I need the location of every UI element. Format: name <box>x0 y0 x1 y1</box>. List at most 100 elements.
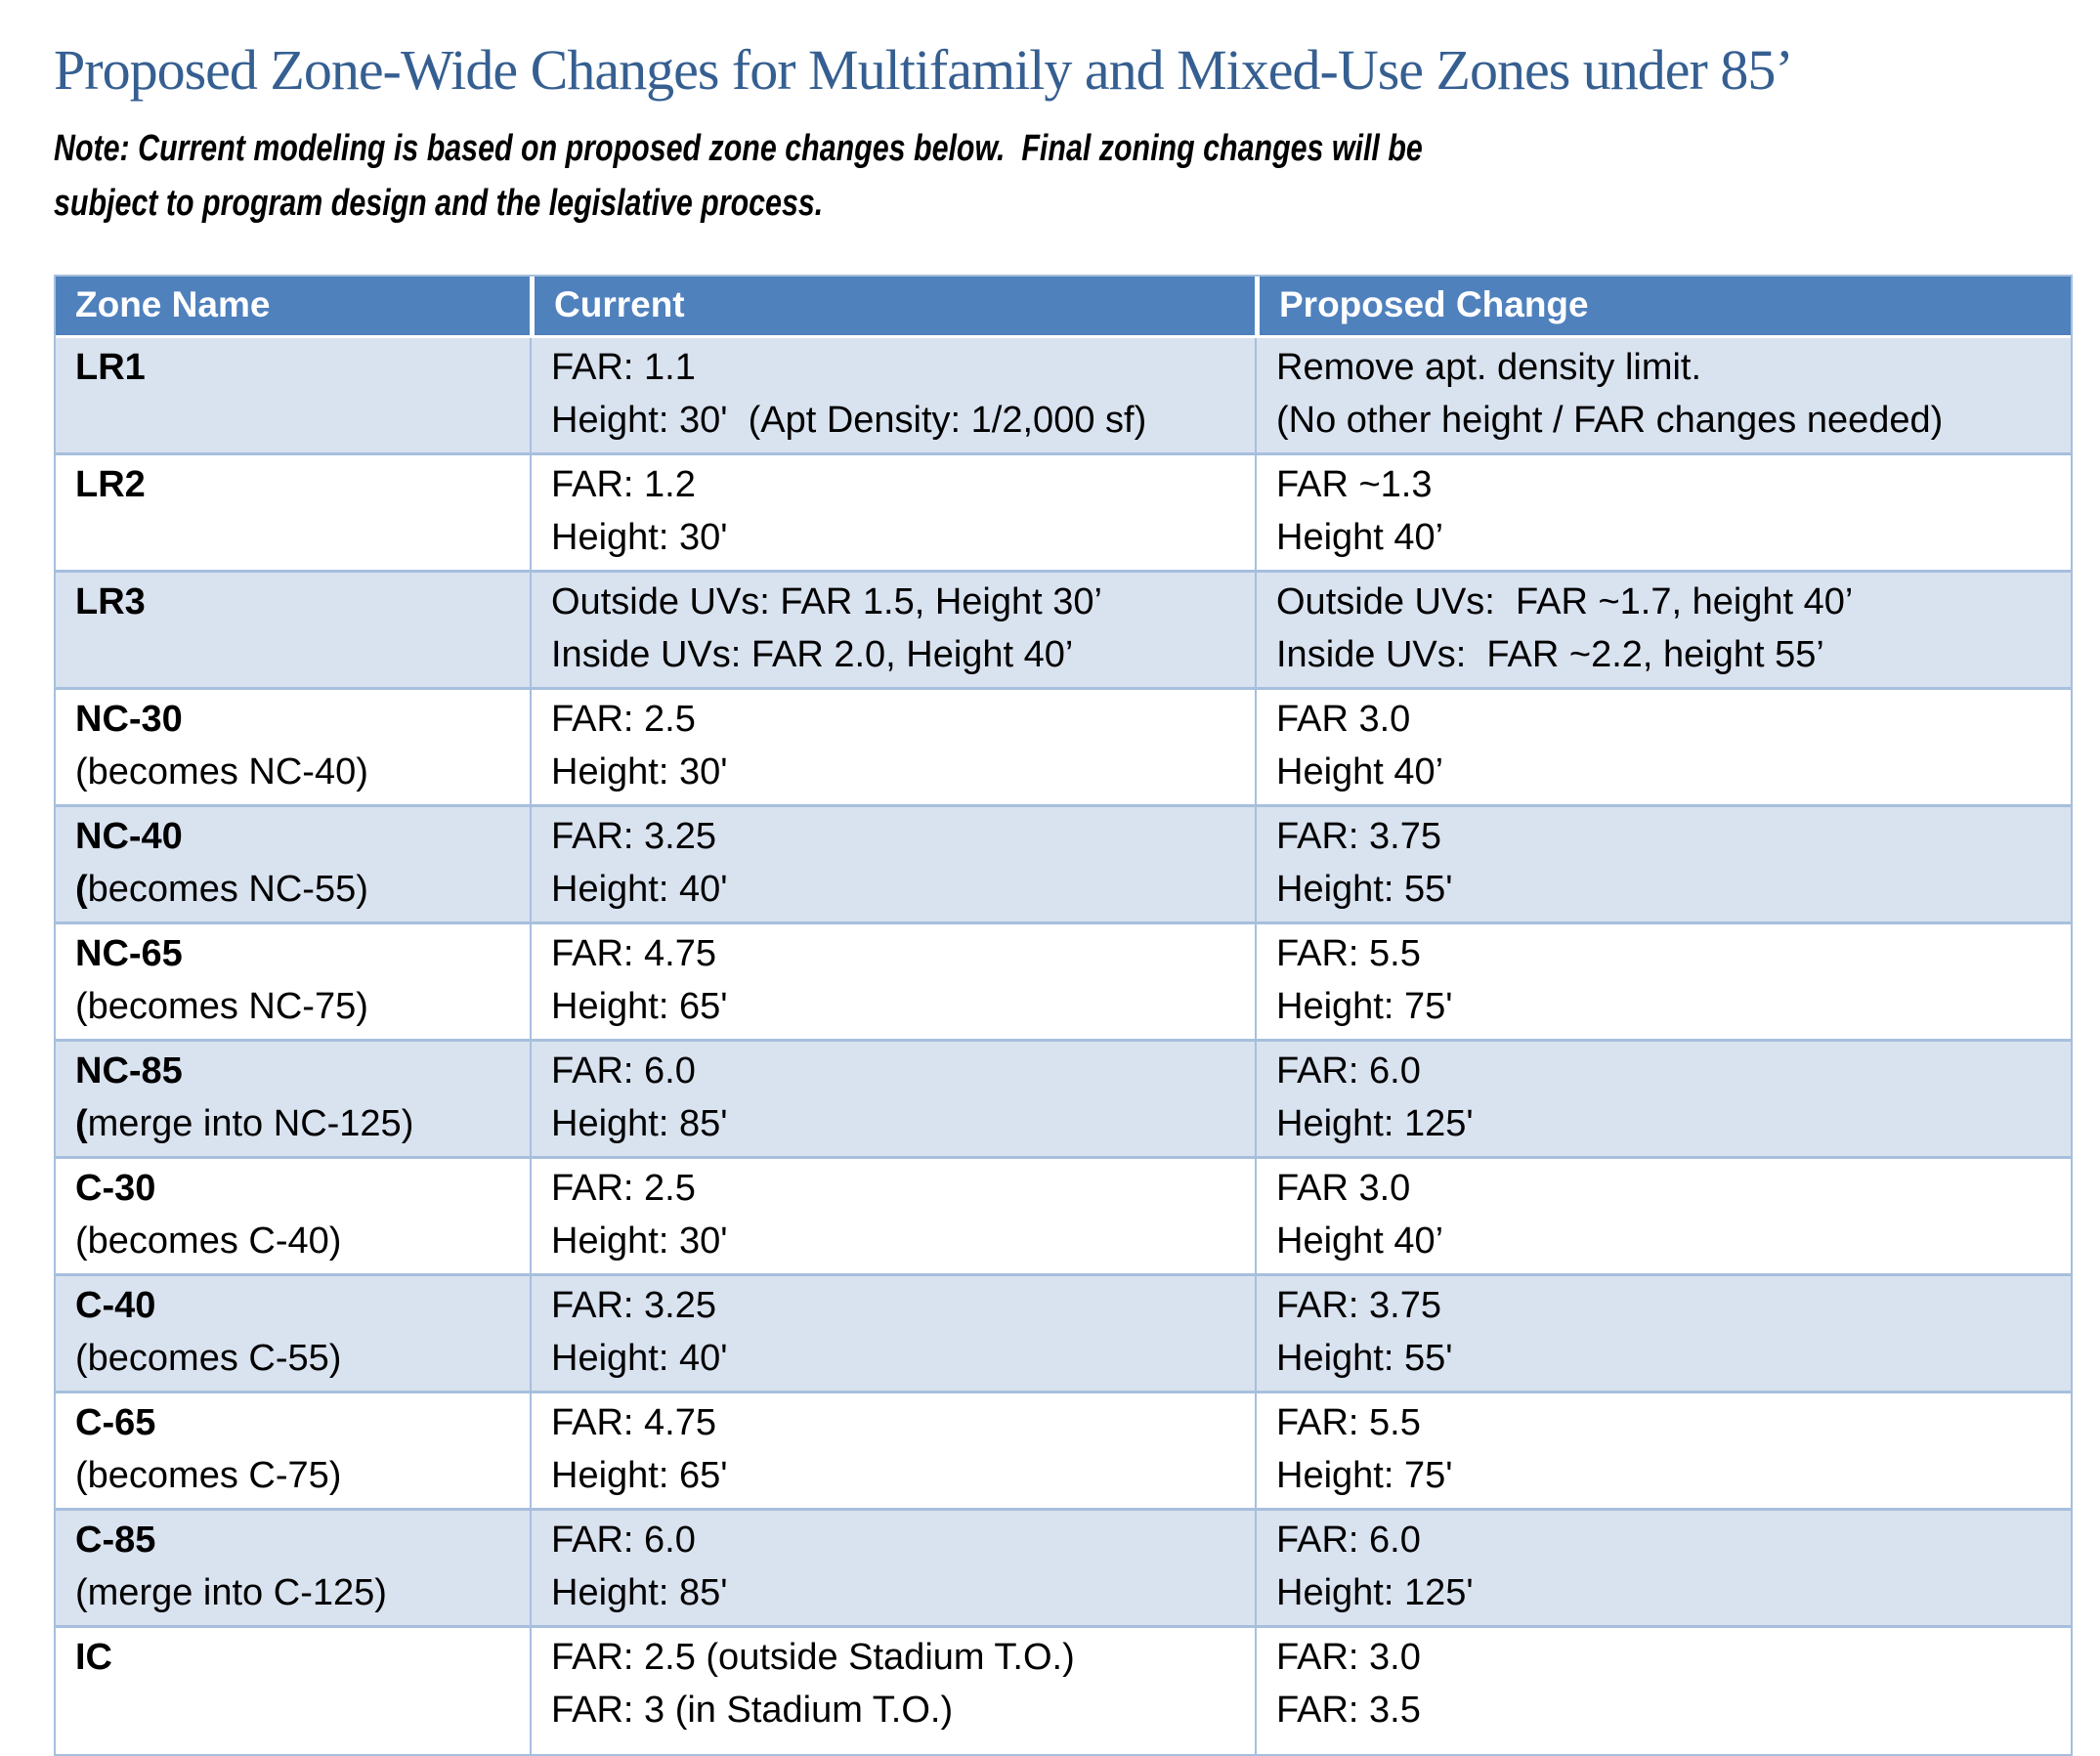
table-row: C-65 (becomes C-75) FAR: 4.75 Height: 65' FA… <box>56 1391 2071 1508</box>
proposed-cell: Outside UVs: FAR ~1.7, height 40’ Inside … <box>1255 573 2071 687</box>
cell-line: FAR: 5.5 <box>1276 1402 1421 1443</box>
table-row: LR1 FAR: 1.1 Height: 30' (Apt Density: 1/2… <box>56 338 2071 452</box>
cell-line: Height: 40' <box>551 1338 728 1379</box>
header-cell-current: Current <box>530 277 1255 335</box>
table-row: NC-30 (becomes NC-40) FAR: 2.5 Height: 30' F… <box>56 687 2071 804</box>
table-row: IC FAR: 2.5 (outside Stadium T.O.) FAR: 3 … <box>56 1625 2071 1754</box>
zone-name: LR1 <box>75 347 146 388</box>
cell-line: FAR 3.0 <box>1276 1168 1411 1209</box>
zone-name: C-85 <box>75 1520 156 1561</box>
cell-line: Height: 65' <box>551 1455 728 1496</box>
zone-cell: LR2 <box>56 455 530 570</box>
cell-line: Height: 85' <box>551 1572 728 1613</box>
header-cell-zone-name: Zone Name <box>75 284 271 324</box>
current-cell: FAR: 4.75 Height: 65' <box>530 1393 1255 1508</box>
zone-name: NC-85 <box>75 1050 183 1092</box>
cell-line: FAR: 6.0 <box>1276 1050 1421 1092</box>
cell-line: FAR: 6.0 <box>1276 1520 1421 1561</box>
cell-line: Height: 75' <box>1276 986 1453 1027</box>
cell-line: Height: 85' <box>551 1103 728 1144</box>
cell-line: Outside UVs: FAR ~1.7, height 40’ <box>1276 581 1854 622</box>
zone-cell: LR3 <box>56 573 530 687</box>
table-row: LR3 Outside UVs: FAR 1.5, Height 30’ Insid… <box>56 570 2071 687</box>
current-cell: FAR: 4.75 Height: 65' <box>530 924 1255 1039</box>
zone-name: NC-65 <box>75 933 183 974</box>
table-row: C-85 (merge into C-125) FAR: 6.0 Height: 85… <box>56 1508 2071 1625</box>
zone-sub-label: (becomes NC-75) <box>75 986 368 1027</box>
cell-line: FAR: 3.75 <box>1276 816 1441 857</box>
cell-line: Height 40’ <box>1276 1221 1444 1262</box>
zone-table: Zone Name Current Proposed Change LR1 FAR: … <box>54 275 2073 1756</box>
cell-line: Height: 40' <box>551 869 728 910</box>
cell-line: Height: 55' <box>1276 1338 1453 1379</box>
proposed-cell: FAR: 6.0 Height: 125' <box>1255 1042 2071 1156</box>
zone-name: C-40 <box>75 1285 156 1326</box>
proposed-cell: FAR: 3.0 FAR: 3.5 <box>1255 1628 2071 1754</box>
table-row: C-30 (becomes C-40) FAR: 2.5 Height: 30' FAR… <box>56 1156 2071 1273</box>
current-cell: FAR: 3.25 Height: 40' <box>530 1276 1255 1391</box>
proposed-cell: FAR: 5.5 Height: 75' <box>1255 1393 2071 1508</box>
cell-line: (No other height / FAR changes needed) <box>1276 400 1944 441</box>
cell-line: Outside UVs: FAR 1.5, Height 30’ <box>551 581 1102 622</box>
zone-sub-label: (merge into NC-125) <box>75 1103 414 1144</box>
current-cell: FAR: 1.1 Height: 30' (Apt Density: 1/2,00… <box>530 338 1255 452</box>
zone-cell: NC-40 (becomes NC-55) <box>56 807 530 921</box>
proposed-cell: FAR ~1.3 Height 40’ <box>1255 455 2071 570</box>
cell-line: Height: 125' <box>1276 1103 1474 1144</box>
proposed-cell: FAR: 3.75 Height: 55' <box>1255 1276 2071 1391</box>
zone-name: IC <box>75 1637 112 1678</box>
proposed-cell: FAR: 6.0 Height: 125' <box>1255 1511 2071 1625</box>
zone-cell: LR1 <box>56 338 530 452</box>
cell-line: FAR: 1.2 <box>551 464 696 505</box>
cell-line: FAR: 4.75 <box>551 1402 716 1443</box>
current-cell: FAR: 6.0 Height: 85' <box>530 1042 1255 1156</box>
cell-line: Height: 65' <box>551 986 728 1027</box>
cell-line: Inside UVs: FAR 2.0, Height 40’ <box>551 634 1074 675</box>
cell-line: FAR: 3.75 <box>1276 1285 1441 1326</box>
zone-sub-label: (merge into C-125) <box>75 1572 387 1613</box>
current-cell: FAR: 3.25 Height: 40' <box>530 807 1255 921</box>
proposed-cell: FAR 3.0 Height 40’ <box>1255 1159 2071 1273</box>
zone-cell: IC <box>56 1628 530 1754</box>
cell-line: FAR: 3.25 <box>551 816 716 857</box>
current-cell: FAR: 2.5 Height: 30' <box>530 1159 1255 1273</box>
cell-line: FAR: 2.5 <box>551 1168 696 1209</box>
zone-name: C-30 <box>75 1168 156 1209</box>
table-row: LR2 FAR: 1.2 Height: 30' FAR ~1.3 Height 40’ <box>56 452 2071 570</box>
proposed-cell: Remove apt. density limit. (No other heig… <box>1255 338 2071 452</box>
zone-name: C-65 <box>75 1402 156 1443</box>
cell-line: Height 40’ <box>1276 517 1444 558</box>
current-cell: FAR: 1.2 Height: 30' <box>530 455 1255 570</box>
header-cell-proposed-change: Proposed Change <box>1255 277 2071 335</box>
zone-cell: NC-85 (merge into NC-125) <box>56 1042 530 1156</box>
cell-line: Height: 30' <box>551 751 728 792</box>
current-cell: Outside UVs: FAR 1.5, Height 30’ Inside U… <box>530 573 1255 687</box>
proposed-cell: FAR: 3.75 Height: 55' <box>1255 807 2071 921</box>
zone-cell: C-85 (merge into C-125) <box>56 1511 530 1625</box>
cell-line: Height: 125' <box>1276 1572 1474 1613</box>
note-line: subject to program design and the legisl… <box>54 183 824 224</box>
table-body: LR1 FAR: 1.1 Height: 30' (Apt Density: 1/2… <box>56 338 2071 1754</box>
cell-line: FAR: 4.75 <box>551 933 716 974</box>
cell-line: FAR ~1.3 <box>1276 464 1433 505</box>
table-header: Zone Name Current Proposed Change <box>56 277 2071 338</box>
cell-line: Height: 75' <box>1276 1455 1453 1496</box>
cell-line: FAR: 2.5 <box>551 699 696 740</box>
cell-line: Height: 55' <box>1276 869 1453 910</box>
zone-cell: C-65 (becomes C-75) <box>56 1393 530 1508</box>
zone-cell: NC-65 (becomes NC-75) <box>56 924 530 1039</box>
cell-line: FAR: 3.25 <box>551 1285 716 1326</box>
proposed-cell: FAR 3.0 Height 40’ <box>1255 690 2071 804</box>
zone-name: NC-30 <box>75 699 183 740</box>
cell-line: FAR: 3.5 <box>1276 1690 1421 1731</box>
cell-line: FAR: 3 (in Stadium T.O.) <box>551 1690 954 1731</box>
zone-name: NC-40 <box>75 816 183 857</box>
cell-line: FAR: 5.5 <box>1276 933 1421 974</box>
cell-line: Height: 30' <box>551 517 728 558</box>
page-title: Proposed Zone-Wide Changes for Multifami… <box>54 38 1794 102</box>
cell-line: Inside UVs: FAR ~2.2, height 55’ <box>1276 634 1824 675</box>
zone-sub-label: (becomes C-75) <box>75 1455 342 1496</box>
current-cell: FAR: 2.5 Height: 30' <box>530 690 1255 804</box>
cell-line: Height 40’ <box>1276 751 1444 792</box>
